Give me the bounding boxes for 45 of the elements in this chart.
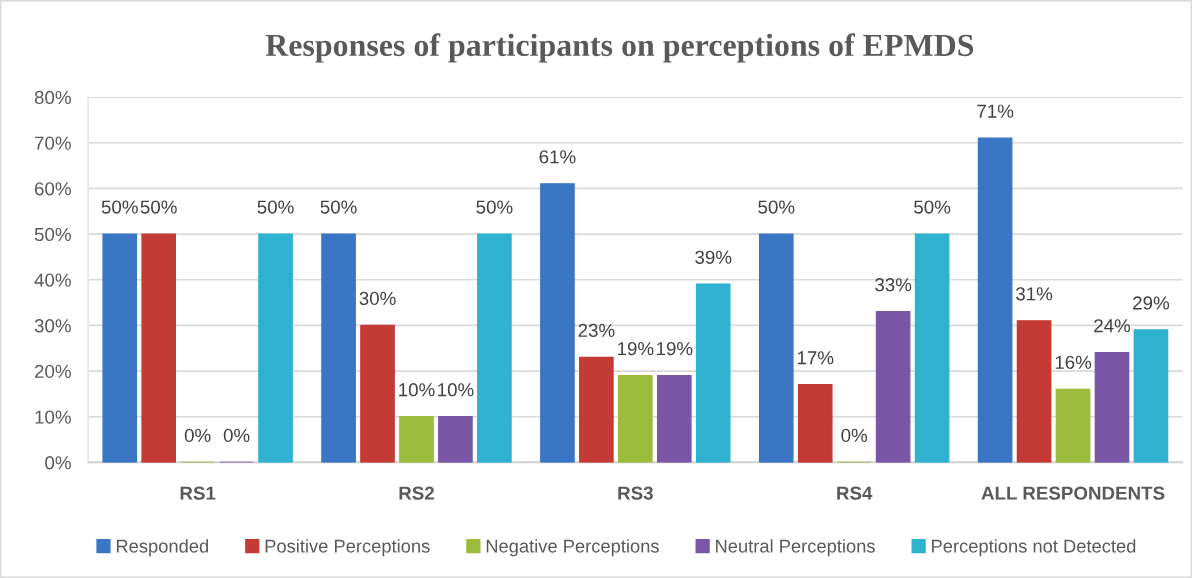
data-label: 50% [914, 200, 951, 214]
data-label: 16% [1055, 355, 1092, 369]
data-label: 71% [977, 104, 1014, 118]
y-tick-label: 30% [34, 319, 71, 333]
data-label: 24% [1094, 319, 1131, 333]
y-tick-label: 10% [35, 410, 71, 424]
data-label: 23% [578, 323, 615, 337]
y-tick-label: 20% [34, 364, 71, 379]
data-label: 0% [841, 428, 868, 443]
data-label: 10% [438, 383, 474, 397]
legend-label: Perceptions not Detected [932, 539, 1136, 557]
data-label: 19% [618, 341, 654, 356]
y-tick-label: 70% [34, 136, 71, 150]
legend-label: Responded [116, 539, 209, 557]
data-label: 0% [223, 428, 250, 443]
data-label: 50% [758, 200, 795, 214]
data-label: 50% [140, 200, 177, 214]
data-label: 17% [797, 351, 834, 365]
legend-label: Positive Perceptions [265, 539, 430, 557]
data-label: 0% [184, 428, 211, 443]
data-label: 31% [1016, 287, 1053, 301]
x-tick-label: ALL RESPONDENTS [981, 486, 1165, 500]
data-label: 61% [539, 150, 576, 164]
x-tick-label: RS4 [837, 486, 873, 500]
y-tick-label: 50% [34, 227, 71, 242]
data-label: 33% [875, 278, 912, 292]
data-label: 30% [359, 291, 396, 306]
x-tick-label: RS1 [180, 486, 216, 500]
legend-label: Neutral Perceptions [716, 539, 875, 557]
data-label: 19% [656, 341, 693, 356]
data-label: 10% [399, 383, 435, 397]
x-tick-label: RS2 [399, 486, 434, 500]
legend-label: Negative Perceptions [486, 539, 659, 557]
y-tick-label: 80% [34, 90, 71, 105]
y-tick-label: 0% [45, 456, 71, 470]
x-tick-label: RS3 [618, 486, 653, 500]
data-label: 50% [257, 200, 294, 214]
data-label: 50% [101, 200, 138, 214]
data-label: 29% [1133, 296, 1170, 310]
y-tick-label: 40% [34, 273, 71, 287]
data-label: 39% [695, 250, 732, 264]
chart-title: Responses of participants on perceptions of EPMDS [265, 33, 974, 63]
data-label: 50% [320, 200, 357, 214]
y-tick-label: 60% [34, 182, 71, 196]
data-label: 50% [476, 200, 513, 214]
